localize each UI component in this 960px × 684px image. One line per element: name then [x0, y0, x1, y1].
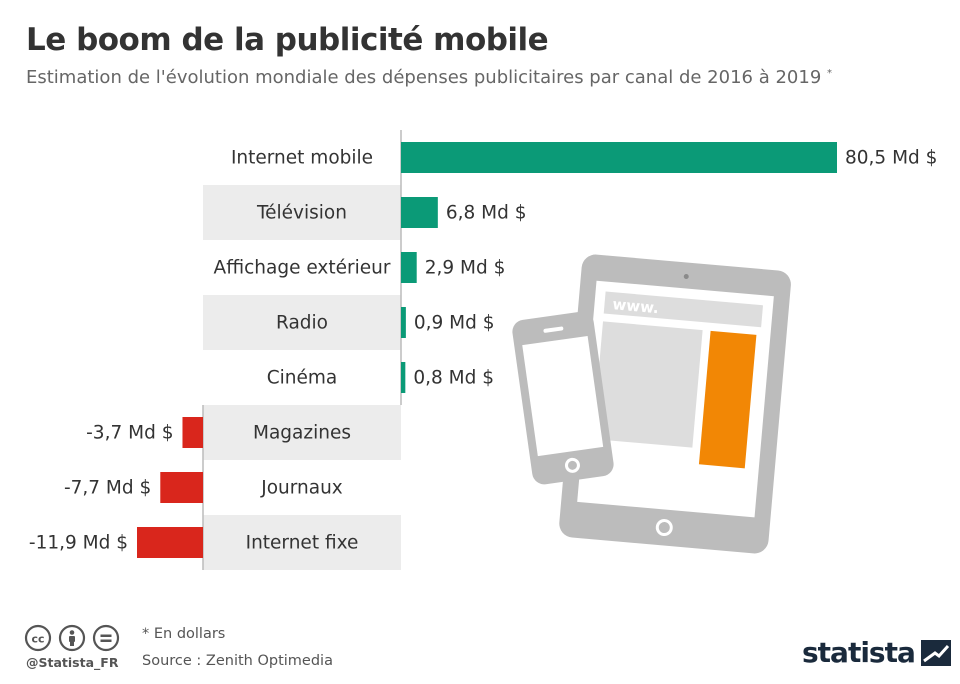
footnote: * En dollars	[142, 626, 226, 642]
twitter-handle[interactable]: @Statista_FR	[26, 655, 119, 670]
attribution-icon[interactable]	[58, 624, 86, 652]
subtitle-footnote-mark: *	[827, 68, 833, 79]
category-label: Magazines	[253, 423, 351, 444]
category-label: Internet mobile	[231, 148, 373, 169]
category-label: Internet fixe	[246, 533, 359, 554]
bar-positive	[401, 197, 438, 228]
no-derivatives-icon[interactable]	[92, 624, 120, 652]
category-label: Télévision	[256, 203, 347, 224]
phone-icon	[512, 311, 614, 485]
labels: Internet mobile 80,5 Md $ Télévision 6,8 Md…	[29, 148, 938, 554]
chart-subtitle: Estimation de l'évolution mondiale des d…	[26, 67, 832, 88]
license-icons: cc	[24, 624, 120, 652]
bar-positive	[401, 307, 406, 338]
value-label: -11,9 Md $	[29, 533, 128, 554]
statista-logo-icon	[920, 639, 951, 666]
bar-positive	[401, 142, 837, 173]
svg-text:cc: cc	[31, 633, 44, 646]
value-label: -3,7 Md $	[86, 423, 173, 444]
bar-chart: Internet mobile 80,5 Md $ Télévision 6,8 Md…	[29, 130, 938, 570]
browser-url-text: www.	[612, 295, 660, 317]
subtitle-text: Estimation de l'évolution mondiale des d…	[26, 67, 822, 88]
bar-positive	[401, 362, 406, 393]
category-label: Affichage extérieur	[214, 258, 391, 279]
source-text: Source : Zenith Optimedia	[142, 653, 333, 669]
value-label: 2,9 Md $	[425, 258, 506, 279]
row-band	[203, 515, 401, 570]
bars	[137, 142, 837, 558]
bar-positive	[401, 252, 417, 283]
category-label: Journaux	[260, 478, 343, 499]
value-label: 0,8 Md $	[413, 368, 494, 389]
value-label: 0,9 Md $	[414, 313, 495, 334]
row-band	[203, 295, 401, 350]
bar-negative	[182, 417, 203, 448]
category-label: Radio	[276, 313, 328, 334]
value-label: -7,7 Md $	[64, 478, 151, 499]
brand-name: statista	[802, 636, 916, 669]
row-band	[203, 405, 401, 460]
category-label: Cinéma	[267, 368, 338, 389]
devices-illustration: www.	[512, 254, 791, 554]
chart-title: Le boom de la publicité mobile	[26, 22, 549, 58]
tablet-icon: www.	[559, 254, 791, 554]
value-label: 80,5 Md $	[845, 148, 937, 169]
bar-negative	[137, 527, 203, 558]
value-label: 6,8 Md $	[446, 203, 527, 224]
statista-logo[interactable]: statista	[802, 636, 951, 669]
bar-negative	[160, 472, 203, 503]
creative-commons-icon[interactable]: cc	[24, 624, 52, 652]
row-band	[203, 185, 401, 240]
row-bands	[203, 185, 401, 570]
ad-banner	[698, 330, 757, 469]
